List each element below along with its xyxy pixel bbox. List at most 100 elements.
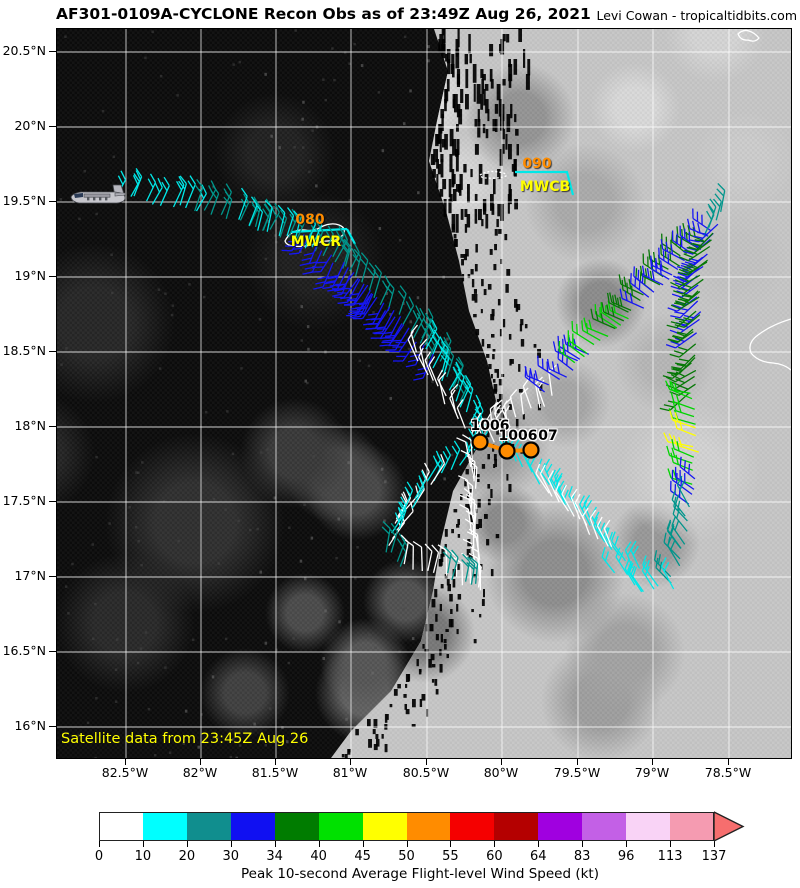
- wind-barb-staff: [220, 191, 232, 216]
- wind-barb-track: [442, 546, 479, 585]
- speckle-pixel: [147, 708, 151, 711]
- wind-barb-feather: [633, 266, 635, 277]
- dither-pixel: [487, 454, 490, 460]
- wind-barb-staff: [661, 243, 681, 257]
- speckle-pixel: [232, 63, 235, 66]
- speckle-pixel: [237, 519, 240, 523]
- wind-barb-feather: [464, 518, 474, 526]
- dither-pixel: [458, 184, 462, 193]
- speckle-pixel: [310, 589, 313, 593]
- speckle-pixel: [303, 503, 306, 506]
- speckle-pixel: [114, 668, 118, 671]
- speckle-pixel: [309, 160, 312, 163]
- dither-pixel: [508, 334, 512, 340]
- wind-barb-feather: [641, 265, 645, 276]
- dither-pixel: [470, 169, 473, 178]
- wind-barb-feather: [440, 351, 449, 360]
- wind-barb-staff: [455, 377, 465, 402]
- wind-barb-staff: [379, 283, 391, 306]
- wind-barb-feather: [675, 371, 686, 377]
- wind-barb-feather: [494, 399, 503, 408]
- dither-pixel: [489, 69, 493, 82]
- dither-pixel: [483, 589, 485, 598]
- wind-barb-feather: [619, 296, 623, 307]
- wind-barb-feather: [673, 290, 683, 295]
- speckle-pixel: [335, 556, 338, 560]
- wind-barb-feather: [304, 266, 315, 270]
- speckle-pixel: [92, 637, 95, 641]
- wind-barb-feather: [445, 445, 451, 456]
- wind-barb-feather: [650, 255, 653, 266]
- wind-barb-feather: [385, 349, 396, 351]
- wind-barb-feather: [406, 481, 414, 491]
- dither-pixel: [498, 229, 503, 234]
- dither-pixel: [481, 599, 485, 606]
- wind-barb-feather: [277, 204, 286, 214]
- wind-barb-feather: [459, 494, 470, 500]
- wind-barb-feather: [324, 281, 336, 285]
- wind-barb-staff: [396, 541, 406, 562]
- speckle-pixel: [91, 543, 94, 546]
- dither-pixel: [504, 234, 508, 241]
- wind-barb-staff: [651, 268, 670, 280]
- wind-barb-staff: [595, 313, 618, 329]
- speckle-pixel: [95, 455, 98, 459]
- dither-pixel: [453, 509, 458, 513]
- wind-barb-feather: [503, 405, 510, 415]
- wind-barb-feather: [149, 173, 157, 183]
- wind-barb-feather: [375, 326, 386, 329]
- dither-pixel: [456, 124, 459, 132]
- wind-barb-feather: [315, 281, 326, 285]
- wind-barb-staff: [603, 528, 613, 548]
- wind-barb-staff: [522, 453, 533, 473]
- speckle-pixel: [211, 185, 215, 189]
- speckle-pixel: [292, 637, 295, 640]
- wind-barb-feather: [579, 495, 585, 505]
- wind-barb-feather: [179, 175, 187, 185]
- dither-pixel: [419, 699, 423, 707]
- speckle-pixel: [324, 609, 327, 613]
- speckle-pixel: [389, 312, 392, 316]
- wind-barb-feather: [501, 400, 508, 410]
- wind-barb-feather: [653, 550, 658, 561]
- wind-barb-staff: [248, 204, 258, 226]
- speckle-pixel: [299, 559, 303, 563]
- wind-barb-feather: [650, 258, 653, 270]
- wind-barb-feather: [679, 276, 690, 282]
- dither-pixel: [445, 54, 449, 62]
- center-fix-dot: [498, 442, 516, 460]
- wind-barb-feather: [666, 376, 676, 383]
- wind-barb-feather: [401, 493, 407, 503]
- wind-barb-feather: [677, 271, 688, 276]
- speckle-pixel: [266, 448, 269, 451]
- speckle-pixel: [177, 539, 180, 543]
- wind-barb-feather: [416, 482, 422, 492]
- dither-pixel: [506, 34, 510, 43]
- speckle-pixel: [157, 288, 161, 291]
- dither-pixel: [474, 294, 478, 303]
- wind-barb-feather: [339, 235, 346, 246]
- wind-barb-staff: [424, 359, 434, 381]
- aircraft-tailplane: [114, 192, 126, 197]
- colorbar-cell: [582, 812, 627, 841]
- dither-pixel: [421, 694, 426, 701]
- wind-barb-feather: [464, 386, 472, 395]
- lat-tick-label: 19°N: [14, 268, 46, 283]
- wind-barb-feather: [379, 344, 390, 347]
- dither-pixel: [469, 54, 472, 64]
- dither-pixel: [506, 269, 511, 276]
- dither-pixel: [467, 184, 470, 203]
- dither-pixel: [441, 29, 445, 36]
- wind-barb-feather: [675, 494, 680, 505]
- dither-pixel: [485, 129, 489, 139]
- wind-barb-feather: [557, 335, 560, 346]
- dither-pixel: [474, 119, 477, 128]
- wind-barb-feather: [404, 539, 414, 547]
- wind-barb-feather: [407, 358, 419, 363]
- wind-barb-feather: [443, 546, 452, 555]
- dither-pixel: [476, 524, 479, 529]
- wind-barb-staff: [534, 383, 541, 409]
- colorbar-tick: [450, 841, 452, 847]
- wind-barb-staff: [279, 218, 288, 238]
- wind-barb-staff: [304, 224, 316, 249]
